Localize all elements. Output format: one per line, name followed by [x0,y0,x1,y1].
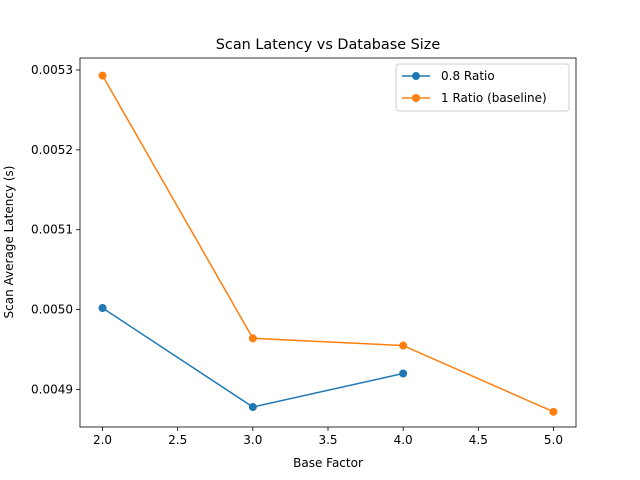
y-tick-label: 0.0053 [31,63,73,77]
y-axis-label: Scan Average Latency (s) [2,166,16,319]
y-tick-label: 0.0052 [31,143,73,157]
x-tick-label: 3.0 [243,433,262,447]
data-point [98,71,107,80]
x-tick-label: 4.5 [469,433,488,447]
x-tick-label: 2.0 [93,433,112,447]
y-axis-ticks: 0.0049 0.0050 0.0051 0.0052 0.0053 [31,63,80,396]
series-layer [98,71,558,416]
legend-box [395,63,570,112]
legend-swatch-marker [412,72,420,80]
legend: 0.8 Ratio 1 Ratio (baseline) [395,63,570,112]
legend-label: 0.8 Ratio [441,69,495,83]
x-tick-label: 5.0 [544,433,563,447]
x-axis-ticks: 2.0 2.5 3.0 3.5 4.0 4.5 5.0 [93,427,563,447]
data-point [248,403,257,412]
x-tick-label: 4.0 [394,433,413,447]
series-line [101,74,555,413]
data-point [549,407,558,416]
y-tick-label: 0.0050 [31,303,73,317]
data-point [399,341,408,350]
chart-title: Scan Latency vs Database Size [216,37,441,53]
x-tick-label: 2.5 [168,433,187,447]
series-1 [98,303,408,412]
x-tick-label: 3.5 [318,433,337,447]
data-point [248,334,257,343]
series-2 [98,71,558,416]
axes-frame [79,57,577,428]
legend-swatch-marker [412,94,420,102]
y-tick-label: 0.0049 [31,382,73,396]
data-point [399,369,408,378]
x-axis-label: Base Factor [293,456,363,470]
data-point [98,303,107,312]
legend-label: 1 Ratio (baseline) [441,91,547,105]
y-tick-label: 0.0051 [31,223,73,237]
